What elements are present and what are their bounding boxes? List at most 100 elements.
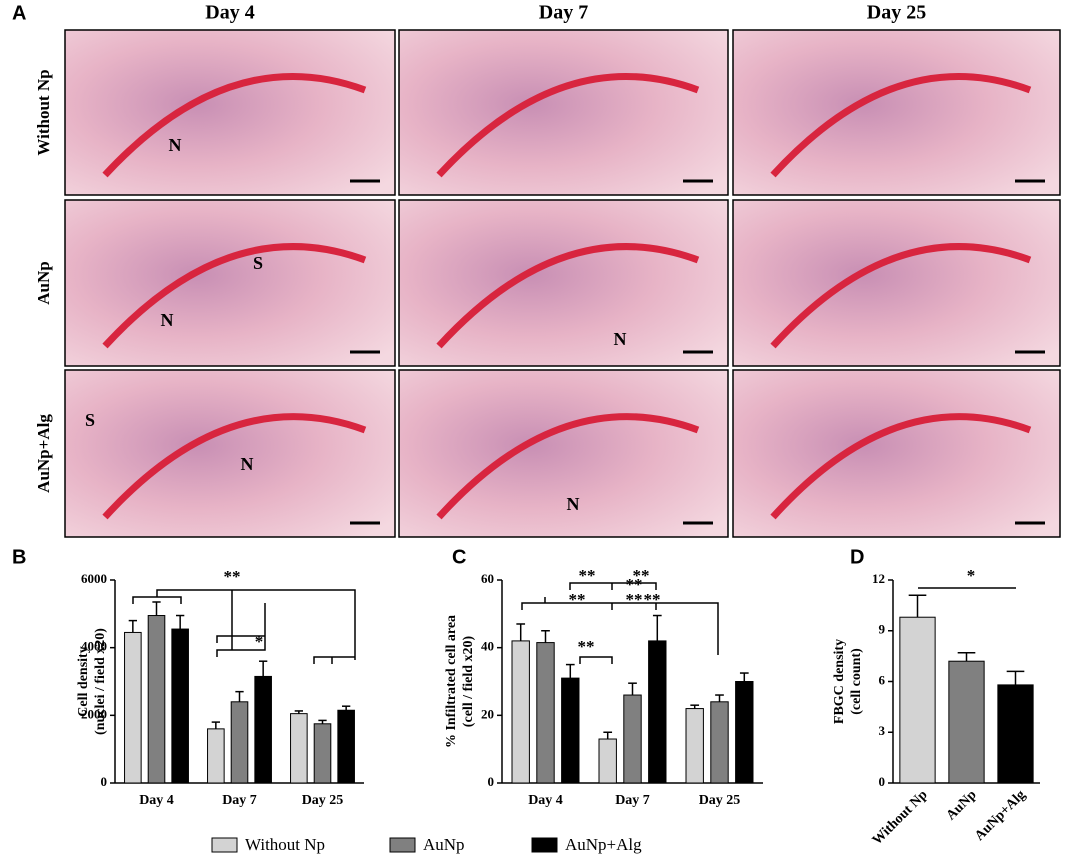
column-label: Day 4 <box>205 2 254 24</box>
bar <box>290 713 308 784</box>
significance-label: ** <box>569 590 586 609</box>
bar <box>536 642 555 784</box>
image-annotation: N <box>614 329 627 349</box>
bar <box>710 701 729 784</box>
column-label: Day 7 <box>539 2 588 24</box>
legend-label: Without Np <box>245 835 325 854</box>
bar <box>997 684 1034 784</box>
significance-brackets <box>132 582 1016 664</box>
row-label: AuNp+Alg <box>34 414 53 493</box>
x-tick-label: Day 25 <box>302 793 344 808</box>
panel-label: A <box>12 2 26 24</box>
histology-image <box>398 369 729 538</box>
significance-label: * <box>967 566 976 585</box>
image-annotation: N <box>567 494 580 514</box>
y-tick-label: 6 <box>879 672 886 687</box>
bar <box>685 708 704 784</box>
histology-image <box>64 199 396 367</box>
bar <box>561 677 580 784</box>
suture <box>436 72 700 178</box>
legend-swatch <box>531 837 558 853</box>
y-axis-label: (cell count) <box>849 648 864 715</box>
suture <box>770 72 1032 178</box>
suture <box>102 413 367 520</box>
histology-image <box>732 29 1061 196</box>
y-tick-label: 6000 <box>81 571 107 586</box>
suture <box>436 413 700 520</box>
legend-label: AuNp <box>423 835 465 854</box>
legend-label: AuNp+Alg <box>565 835 642 854</box>
y-tick-label: 4000 <box>81 639 107 654</box>
bar <box>207 728 225 784</box>
histology-image <box>398 29 729 196</box>
x-tick-label: Without Np <box>870 787 931 848</box>
x-tick-label: AuNp+Alg <box>972 787 1028 843</box>
y-axis-label: (nuclei / field x20) <box>93 628 108 735</box>
histology-image <box>398 199 729 367</box>
legend-swatch <box>211 837 238 853</box>
suture <box>770 413 1032 520</box>
bar <box>511 640 530 784</box>
y-axis-label: Cell density <box>76 646 91 716</box>
bar <box>124 631 142 784</box>
panel-label: D <box>850 546 864 568</box>
significance-label: ** <box>633 566 650 585</box>
image-annotation: N <box>161 310 174 330</box>
significance-label: ** <box>578 637 595 656</box>
y-tick-label: 0 <box>879 774 886 789</box>
row-label: AuNp <box>34 261 53 304</box>
histology-image <box>64 29 396 196</box>
panel-label: C <box>452 546 466 568</box>
bar <box>337 709 355 784</box>
x-tick-label: Day 7 <box>222 793 257 808</box>
bar <box>147 615 166 784</box>
significance-label: ** <box>224 567 241 586</box>
bar <box>254 675 272 784</box>
significance-label: ** <box>644 590 661 609</box>
bar <box>313 723 332 784</box>
x-tick-label: Day 7 <box>615 793 650 808</box>
y-tick-label: 60 <box>481 571 494 586</box>
x-tick-label: Day 4 <box>528 793 563 808</box>
y-tick-label: 12 <box>872 571 885 586</box>
suture <box>770 243 1032 349</box>
y-tick-label: 0 <box>488 774 495 789</box>
bar <box>948 660 985 784</box>
significance-label: * <box>255 632 264 651</box>
histology-image <box>64 369 396 538</box>
suture <box>436 243 700 349</box>
y-tick-label: 40 <box>481 639 494 654</box>
significance-label: ** <box>626 575 643 594</box>
y-axis-label: % Infiltrated cell area <box>444 615 459 748</box>
image-annotation: N <box>241 454 254 474</box>
significance-label: ** <box>579 566 596 585</box>
y-tick-label: 3 <box>879 723 886 738</box>
y-tick-label: 9 <box>879 622 886 637</box>
histology-image <box>732 199 1061 367</box>
bar <box>735 681 754 784</box>
legend-swatch <box>389 837 416 853</box>
histology-image <box>732 369 1061 538</box>
bar <box>623 694 642 784</box>
bar <box>230 701 249 784</box>
column-label: Day 25 <box>867 2 926 24</box>
x-tick-label: Day 4 <box>139 793 174 808</box>
significance-label: ** <box>626 590 643 609</box>
bar <box>648 640 667 784</box>
x-tick-label: Day 25 <box>699 793 741 808</box>
y-axis-label: FBGC density <box>832 639 847 724</box>
row-label: Without Np <box>34 69 53 155</box>
bar <box>899 616 936 784</box>
image-annotation: S <box>85 410 95 430</box>
y-tick-label: 20 <box>481 706 494 721</box>
image-annotation: N <box>169 135 182 155</box>
panel-label: B <box>12 546 26 568</box>
bar <box>598 738 617 784</box>
y-axis-label: (cell / field x20) <box>461 635 476 727</box>
bar <box>171 628 189 784</box>
suture <box>102 243 367 349</box>
x-tick-label: AuNp <box>944 787 980 823</box>
suture <box>102 72 367 178</box>
y-tick-label: 0 <box>101 774 108 789</box>
